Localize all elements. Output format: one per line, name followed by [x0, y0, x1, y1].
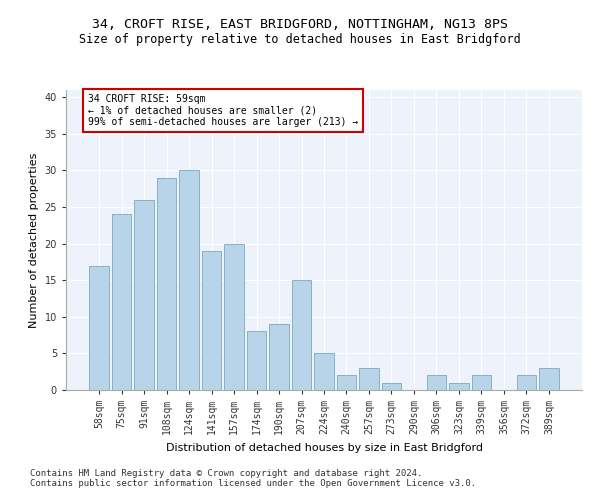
Bar: [292, 280, 311, 390]
Bar: [472, 376, 491, 390]
Bar: [224, 244, 244, 390]
Bar: [89, 266, 109, 390]
Bar: [539, 368, 559, 390]
Bar: [314, 354, 334, 390]
Text: Size of property relative to detached houses in East Bridgford: Size of property relative to detached ho…: [79, 32, 521, 46]
Bar: [382, 382, 401, 390]
Bar: [157, 178, 176, 390]
Y-axis label: Number of detached properties: Number of detached properties: [29, 152, 39, 328]
Bar: [134, 200, 154, 390]
Bar: [112, 214, 131, 390]
Bar: [517, 376, 536, 390]
Bar: [202, 251, 221, 390]
Text: 34 CROFT RISE: 59sqm
← 1% of detached houses are smaller (2)
99% of semi-detache: 34 CROFT RISE: 59sqm ← 1% of detached ho…: [88, 94, 358, 127]
Text: Contains public sector information licensed under the Open Government Licence v3: Contains public sector information licen…: [30, 478, 476, 488]
Bar: [179, 170, 199, 390]
Text: 34, CROFT RISE, EAST BRIDGFORD, NOTTINGHAM, NG13 8PS: 34, CROFT RISE, EAST BRIDGFORD, NOTTINGH…: [92, 18, 508, 30]
Text: Contains HM Land Registry data © Crown copyright and database right 2024.: Contains HM Land Registry data © Crown c…: [30, 468, 422, 477]
Bar: [427, 376, 446, 390]
Bar: [359, 368, 379, 390]
Bar: [269, 324, 289, 390]
Bar: [247, 332, 266, 390]
Bar: [449, 382, 469, 390]
Bar: [337, 376, 356, 390]
X-axis label: Distribution of detached houses by size in East Bridgford: Distribution of detached houses by size …: [166, 442, 482, 452]
